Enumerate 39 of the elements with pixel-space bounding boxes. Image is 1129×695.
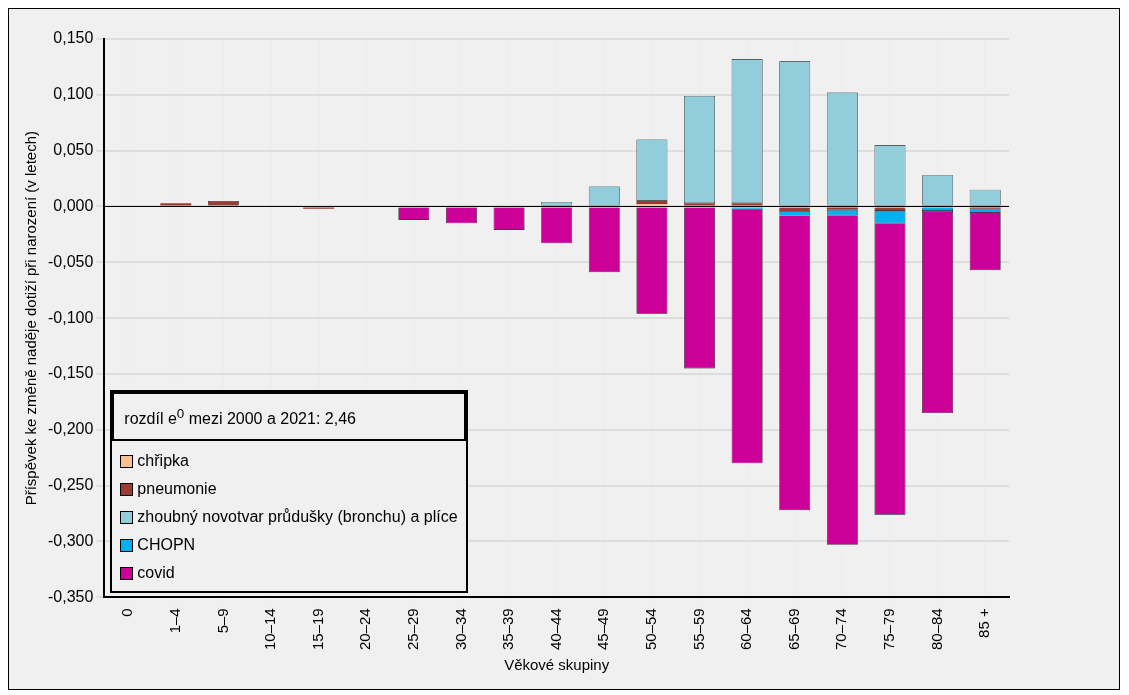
bar [826,207,858,210]
y-tick-label: -0,050 [47,252,94,270]
legend-label: zhoubný novotvar průdušky (bronchu) a plíce [137,507,458,528]
x-tick-label: 10–14 [261,608,279,651]
x-tick-label: 50–54 [642,608,660,651]
y-tick-label: 0,150 [53,29,94,47]
x-tick-label: 5–9 [213,608,231,634]
x-tick-label: 55–59 [689,608,707,651]
x-tick-label: 15–19 [308,608,326,651]
x-tick-label: 65–69 [784,608,802,651]
y-tick-label: 0,100 [53,85,94,103]
y-tick-label: -0,300 [47,531,94,549]
y-tick-label: -0,350 [47,587,94,605]
legend-label: CHOPN [137,535,196,556]
x-tick-label: 35–39 [499,608,517,651]
x-tick-label: 1–4 [165,608,183,634]
x-tick-label: 25–29 [403,608,421,651]
legend-label: covid [137,563,175,584]
legend-label: pneumonie [137,479,217,500]
y-tick-label: -0,100 [47,308,94,326]
x-tick-label: 0 [118,608,136,617]
x-tick-label: 80–84 [927,608,945,651]
y-tick-label: 0,000 [53,196,94,214]
y-axis-title: Příspěvek ke změně naděje dotiží při narození (v letech) [22,130,40,506]
x-tick-label: 30–34 [451,608,469,651]
x-tick-label: 85 + [975,608,993,638]
legend-label: chřipka [137,451,189,472]
x-tick-label: 60–64 [737,608,755,651]
x-tick-label: 45–49 [594,608,612,651]
y-tick-label: -0,250 [47,476,94,494]
y-tick-label: -0,150 [47,364,94,382]
x-tick-label: 40–44 [546,608,564,651]
y-tick-label: 0,050 [53,141,94,159]
note-frame: rozdíl e$^{0}$ mezi 2000 a 2021: 2,46 [112,391,466,442]
x-axis-title: Věkové skupiny [504,656,610,674]
x-tick-label: 20–24 [356,608,374,651]
y-tick-label: -0,200 [47,420,94,438]
x-tick-label: 75–79 [880,608,898,651]
x-tick-label: 70–74 [832,608,850,651]
